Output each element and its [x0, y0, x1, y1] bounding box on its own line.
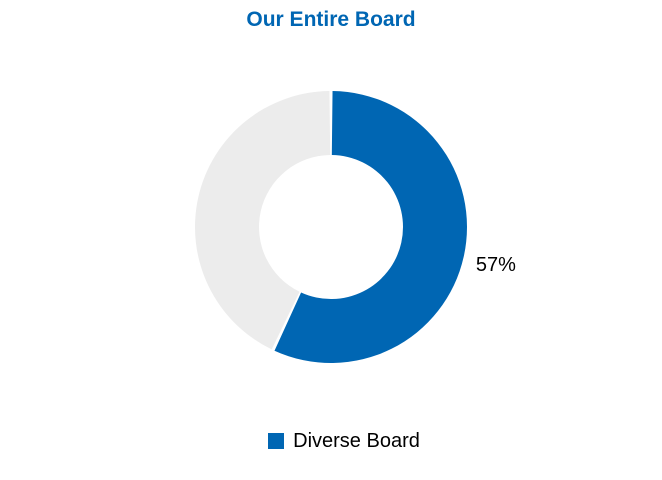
donut-slice-1: [274, 91, 467, 363]
donut-slice-2: [195, 91, 331, 350]
donut-slices: [195, 91, 467, 363]
donut-slice-labels: 57%: [476, 254, 516, 276]
chart-legend: Diverse Board: [0, 429, 662, 453]
legend-swatch-diverse-board: [268, 433, 285, 449]
slice-label-1: 57%: [476, 254, 516, 276]
legend-item-diverse-board: Diverse Board: [268, 429, 420, 453]
chart-title: Our Entire Board: [246, 8, 416, 31]
legend-label-diverse-board: Diverse Board: [293, 430, 420, 452]
